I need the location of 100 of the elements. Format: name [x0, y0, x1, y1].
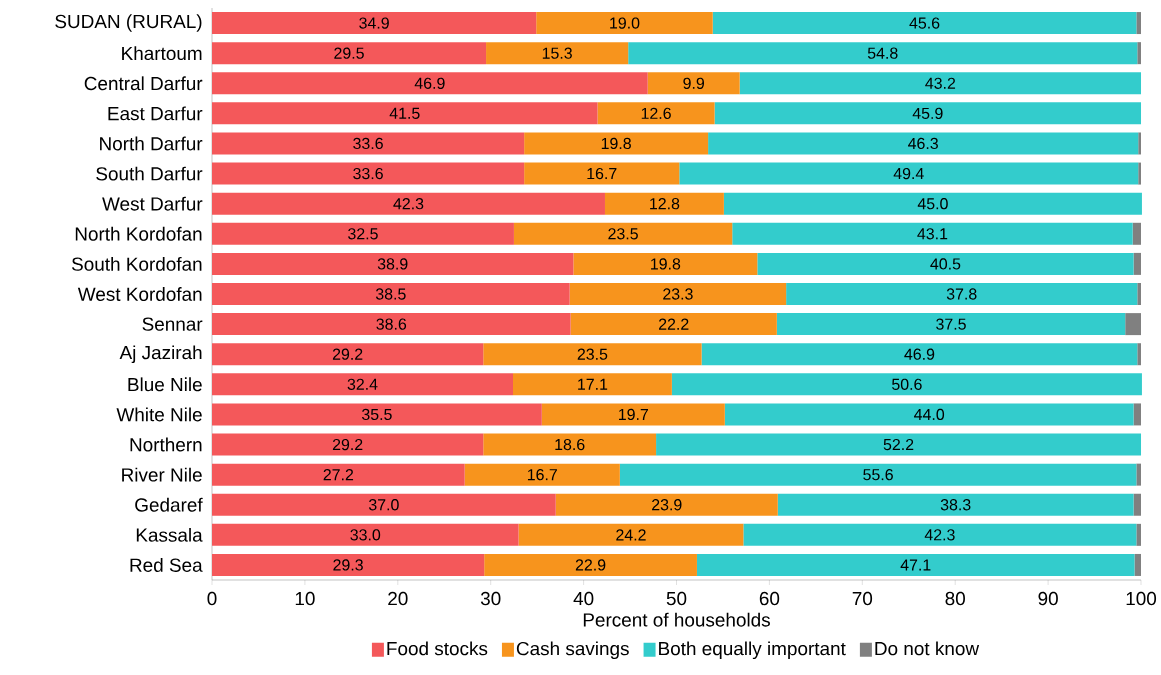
- bar: [524, 132, 709, 155]
- bar: [1136, 523, 1142, 546]
- y-tick-label: West Darfur: [102, 196, 203, 211]
- data-label: 29.5: [334, 47, 364, 59]
- data-label: 23.5: [608, 228, 638, 240]
- bar: [712, 12, 1137, 35]
- data-label: 12.6: [641, 107, 671, 120]
- data-label: 46.9: [904, 348, 935, 360]
- y-tick-label: North Darfur: [100, 136, 203, 151]
- y-tick-label: SUDAN (RURAL): [55, 14, 202, 32]
- bar: [212, 222, 514, 245]
- bar: [212, 12, 537, 35]
- data-label: 50.6: [892, 378, 922, 390]
- data-label: 32.4: [347, 378, 378, 390]
- data-label: 49.4: [893, 167, 924, 180]
- bar: [570, 313, 777, 336]
- data-label: 18.6: [555, 438, 585, 451]
- data-label: 40.5: [930, 258, 961, 270]
- data-label: 47.1: [900, 559, 931, 571]
- data-label: 27.2: [323, 469, 354, 481]
- data-label: 17.1: [578, 378, 608, 390]
- bar: [212, 132, 525, 155]
- bar: [696, 553, 1135, 576]
- data-label: 46.3: [908, 137, 938, 150]
- data-label: 38.3: [940, 499, 971, 511]
- data-label: 45.9: [912, 107, 943, 120]
- data-label: 41.5: [389, 107, 420, 119]
- data-label: 33.6: [353, 167, 383, 180]
- x-tick-label: 30: [480, 591, 501, 606]
- bar: [212, 42, 487, 65]
- y-tick-label: Sennar: [142, 317, 203, 331]
- bar: [724, 403, 1134, 426]
- data-label: 29.2: [332, 348, 363, 360]
- y-tick-label: Blue Nile: [128, 377, 202, 392]
- data-label: 23.9: [652, 499, 682, 511]
- data-label: 22.9: [575, 559, 606, 571]
- bar: [619, 463, 1137, 486]
- x-tick-label: 40: [573, 591, 594, 606]
- bar: [597, 102, 715, 125]
- y-tick-label: Kassala: [136, 527, 203, 542]
- data-label: 35.5: [362, 408, 392, 421]
- bar: [628, 42, 1138, 65]
- data-label: 29.2: [332, 438, 363, 451]
- bar: [212, 102, 598, 125]
- y-tick-label: Central Darfur: [84, 76, 203, 91]
- data-label: 52.2: [883, 438, 914, 451]
- bar: [1133, 252, 1142, 275]
- bar: [786, 283, 1138, 305]
- x-tick-label: 0: [207, 591, 217, 606]
- data-label: 16.7: [587, 167, 617, 180]
- y-tick-label: East Darfur: [108, 106, 203, 121]
- bar: [513, 222, 733, 245]
- bar: [679, 162, 1139, 185]
- bar: [723, 192, 1142, 215]
- bar: [518, 523, 744, 546]
- y-tick-label: Aj Jazirah: [119, 345, 202, 364]
- data-label: 9.9: [683, 77, 705, 89]
- bar: [212, 343, 484, 366]
- bar: [671, 373, 1142, 396]
- bar: [536, 12, 713, 35]
- y-tick-label: West Kordofan: [77, 287, 202, 301]
- data-label: 32.5: [348, 228, 378, 240]
- bar: [604, 192, 724, 215]
- y-tick-label: White Nile: [116, 407, 202, 422]
- data-label: 24.2: [616, 529, 646, 541]
- bar: [212, 493, 556, 516]
- y-tick-label: River Nile: [122, 467, 202, 482]
- x-tick-label: 20: [388, 591, 408, 606]
- data-label: 19.7: [619, 408, 649, 421]
- data-label: 33.6: [353, 137, 383, 150]
- y-tick-label: Gedaref: [135, 497, 203, 512]
- x-tick-label: 70: [852, 591, 873, 606]
- data-label: 16.7: [527, 469, 557, 481]
- data-label: 38.5: [375, 288, 406, 300]
- bar: [212, 252, 574, 275]
- bar: [212, 433, 484, 456]
- bar: [776, 313, 1126, 336]
- legend-label: Cash savings: [516, 641, 629, 660]
- data-label: 54.8: [867, 47, 898, 59]
- data-label: 37.0: [368, 499, 399, 511]
- bar: [1137, 283, 1142, 305]
- bar: [1138, 162, 1142, 185]
- data-label: 55.6: [863, 469, 893, 481]
- bar: [656, 433, 1142, 456]
- bar: [701, 343, 1138, 366]
- data-label: 44.0: [914, 408, 945, 421]
- data-label: 38.6: [376, 318, 407, 330]
- y-tick-label: North Kordofan: [75, 226, 202, 241]
- legend-label: Food stocks: [387, 641, 488, 656]
- data-label: 19.8: [651, 258, 681, 270]
- bar: [1133, 493, 1142, 516]
- x-tick-label: 90: [1038, 591, 1058, 606]
- x-axis-title: Percent of households: [583, 612, 770, 627]
- data-label: 12.8: [650, 198, 680, 210]
- data-label: 34.9: [359, 17, 389, 29]
- x-tick-label: 60: [759, 591, 780, 606]
- data-label: 37.5: [936, 318, 966, 330]
- bar: [739, 72, 1142, 95]
- data-label: 22.2: [659, 318, 689, 330]
- bar: [708, 132, 1139, 155]
